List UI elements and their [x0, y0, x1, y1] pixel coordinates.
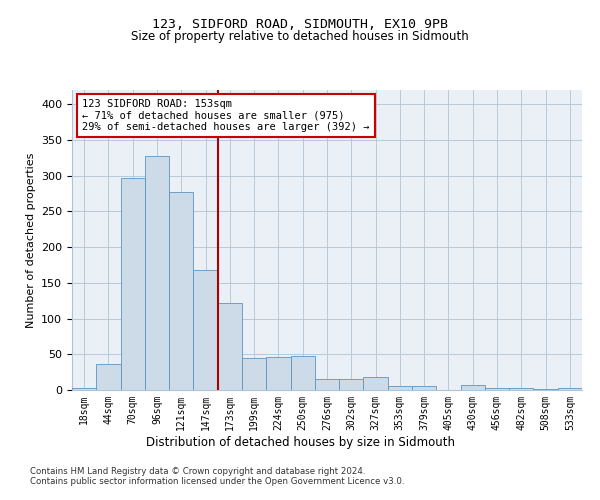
Bar: [169, 192, 193, 390]
Bar: [388, 386, 412, 390]
Bar: [121, 178, 145, 390]
Bar: [533, 388, 558, 390]
Bar: [242, 358, 266, 390]
Bar: [485, 388, 509, 390]
Bar: [558, 388, 582, 390]
Bar: [72, 388, 96, 390]
Text: Contains HM Land Registry data © Crown copyright and database right 2024.: Contains HM Land Registry data © Crown c…: [30, 467, 365, 476]
Bar: [218, 303, 242, 390]
Bar: [461, 385, 485, 390]
Text: 123 SIDFORD ROAD: 153sqm
← 71% of detached houses are smaller (975)
29% of semi-: 123 SIDFORD ROAD: 153sqm ← 71% of detach…: [82, 99, 370, 132]
Bar: [315, 378, 339, 390]
Bar: [509, 388, 533, 390]
Text: 123, SIDFORD ROAD, SIDMOUTH, EX10 9PB: 123, SIDFORD ROAD, SIDMOUTH, EX10 9PB: [152, 18, 448, 30]
Bar: [290, 356, 315, 390]
Bar: [193, 270, 218, 390]
Bar: [412, 386, 436, 390]
Bar: [364, 377, 388, 390]
Bar: [266, 357, 290, 390]
Y-axis label: Number of detached properties: Number of detached properties: [26, 152, 35, 328]
Text: Contains public sector information licensed under the Open Government Licence v3: Contains public sector information licen…: [30, 477, 404, 486]
Bar: [96, 364, 121, 390]
Text: Distribution of detached houses by size in Sidmouth: Distribution of detached houses by size …: [146, 436, 455, 449]
Text: Size of property relative to detached houses in Sidmouth: Size of property relative to detached ho…: [131, 30, 469, 43]
Bar: [145, 156, 169, 390]
Bar: [339, 378, 364, 390]
